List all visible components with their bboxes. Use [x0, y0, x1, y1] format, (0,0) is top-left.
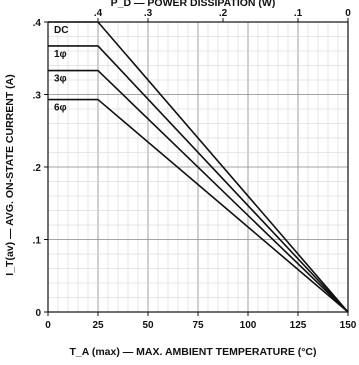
x-tick-label: 0: [45, 320, 51, 331]
series-line: [48, 69, 349, 313]
series-label: 6φ: [54, 103, 67, 114]
y-tick-label: .2: [33, 163, 42, 174]
series-label: DC: [54, 25, 68, 36]
x-tick-label: 25: [92, 320, 104, 331]
x-tick-label: 75: [192, 320, 204, 331]
series-label: 1φ: [54, 49, 67, 60]
y-axis-title: I_T(av) — AVG. ON-STATE CURRENT (A): [4, 74, 16, 275]
y-axis-ticks: 0 .1 .2 .3 .4: [33, 18, 48, 319]
x-axis-ticks: 0 25 50 75 100 125 150: [45, 312, 357, 331]
y-tick-label: 0: [35, 308, 41, 319]
top-tick-label: .3: [144, 8, 153, 19]
series-line: [48, 98, 349, 313]
y-tick-label: .4: [33, 18, 42, 29]
y-tick-label: .1: [33, 236, 42, 247]
x-tick-label: 100: [240, 320, 257, 331]
x-axis-title: T_A (max) — MAX. AMBIENT TEMPERATURE (°C…: [69, 346, 316, 358]
top-tick-label: .4: [94, 8, 103, 19]
top-tick-label: .1: [294, 8, 303, 19]
top-tick-label: .2: [219, 8, 228, 19]
x-tick-label: 150: [340, 320, 357, 331]
series-label: 3φ: [54, 74, 67, 85]
top-axis-title: P_D — POWER DISSIPATION (W): [111, 0, 276, 9]
top-axis-ticks: .4 .3 .2 .1 0: [94, 8, 351, 22]
x-tick-label: 50: [142, 320, 154, 331]
x-tick-label: 125: [290, 320, 307, 331]
y-tick-label: .3: [33, 91, 42, 102]
top-tick-label: 0: [345, 8, 351, 19]
series-line: [48, 45, 349, 313]
